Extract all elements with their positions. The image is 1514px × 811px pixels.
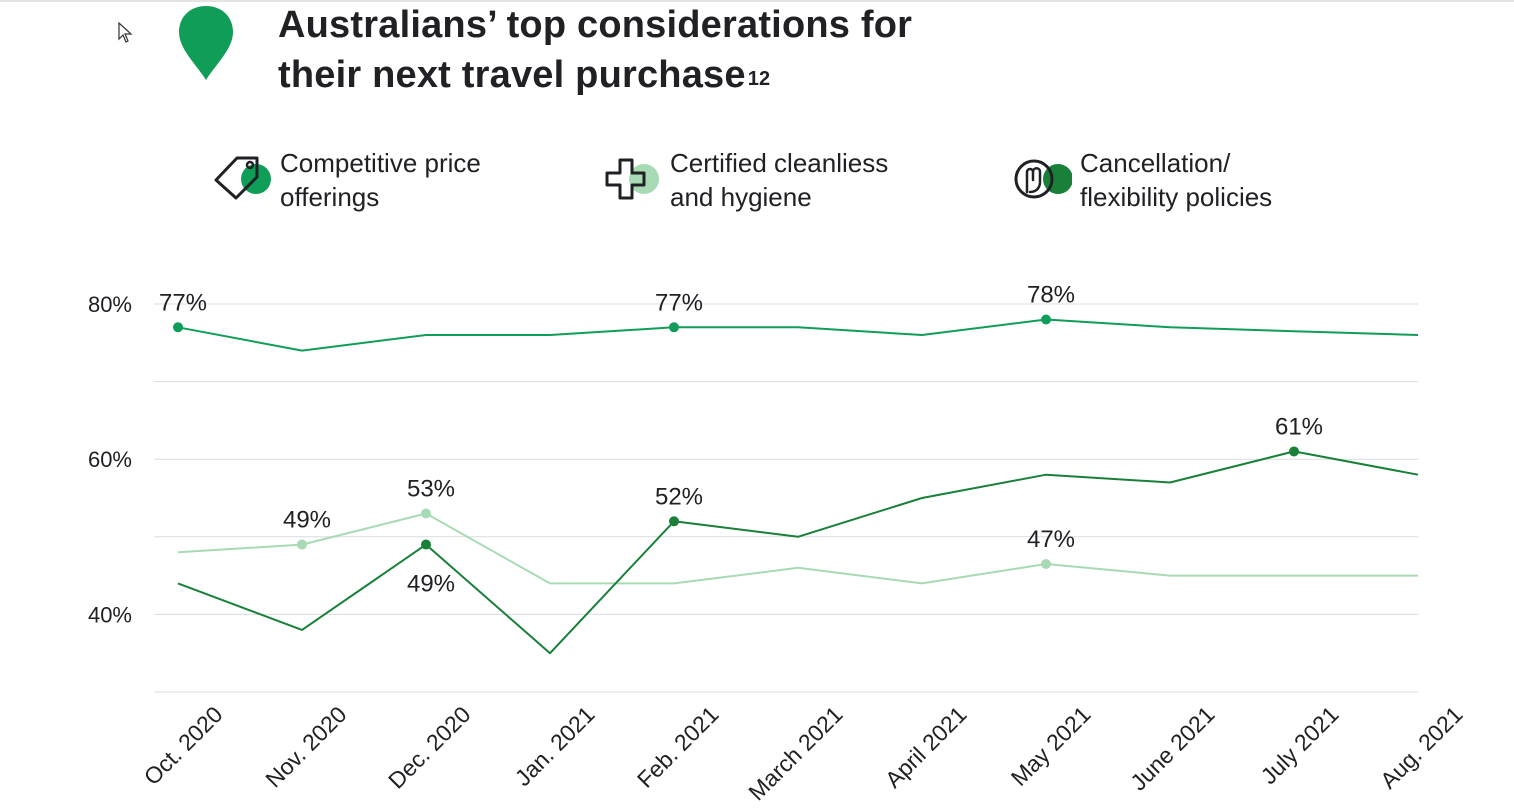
data-label: 49% xyxy=(283,507,331,534)
data-point xyxy=(1041,558,1051,569)
legend-item-price: Competitive price offerings xyxy=(212,146,481,214)
data-label: 52% xyxy=(655,483,703,510)
data-point xyxy=(421,508,431,519)
y-tick-label: 60% xyxy=(88,447,132,472)
page-title: Australians’ top considerations for thei… xyxy=(278,0,912,100)
y-tick-label: 40% xyxy=(88,602,132,627)
price-tag-icon xyxy=(214,156,271,200)
x-tick-label: April 2021 xyxy=(880,701,972,793)
legend-label-price: Competitive price offerings xyxy=(280,148,481,212)
legend-item-cancellation: Cancellation/ flexibility policies xyxy=(1012,146,1272,214)
data-label: 49% xyxy=(407,571,455,598)
x-tick-label: Feb. 2021 xyxy=(632,701,724,793)
title-line-2: their next travel purchase xyxy=(278,54,746,96)
data-label: 61% xyxy=(1275,413,1323,440)
series-line-1 xyxy=(177,512,1418,585)
series-lines xyxy=(177,318,1419,655)
location-pin-icon xyxy=(179,6,233,80)
mouse-pointer-icon xyxy=(118,22,133,43)
x-tick-label: Nov. 2020 xyxy=(260,701,351,792)
data-point xyxy=(669,322,679,333)
series-points xyxy=(173,314,1299,569)
data-point xyxy=(421,539,431,550)
y-tick-label: 80% xyxy=(88,292,132,317)
top-border xyxy=(0,0,1514,2)
data-label: 77% xyxy=(655,289,703,316)
gridlines xyxy=(154,303,1418,693)
legend-label-hygiene: Certified cleanliess and hygiene xyxy=(670,148,889,212)
x-axis: Oct. 2020 Nov. 2020 Dec. 2020 Jan. 2021 Feb.… xyxy=(139,701,1468,805)
series-line-2 xyxy=(177,450,1419,655)
y-axis: 40% 60% 80% xyxy=(88,292,132,627)
data-point xyxy=(1289,446,1299,457)
data-label: 77% xyxy=(159,289,207,316)
data-label: 47% xyxy=(1027,526,1075,553)
x-tick-label: May 2021 xyxy=(1006,701,1096,791)
x-tick-label: June 2021 xyxy=(1125,701,1219,795)
data-label: 53% xyxy=(407,476,455,503)
series-line-0 xyxy=(177,318,1419,352)
data-point xyxy=(297,539,307,550)
x-tick-label: Aug. 2021 xyxy=(1375,701,1468,794)
title-line-1: Australians’ top considerations for xyxy=(278,4,913,46)
data-point xyxy=(173,322,183,333)
x-tick-label: Dec. 2020 xyxy=(383,701,476,794)
data-point xyxy=(1041,314,1051,325)
data-label: 78% xyxy=(1027,282,1075,309)
legend-item-hygiene: Certified cleanliess and hygiene xyxy=(602,146,888,214)
title-footnote-marker: 12 xyxy=(747,68,771,90)
hand-icon xyxy=(1014,159,1072,199)
medical-cross-icon xyxy=(605,158,659,200)
data-labels: 77% 77% 78% 49% 53% 47% 49% 52% 61% xyxy=(159,282,1323,598)
x-tick-label: Oct. 2020 xyxy=(139,701,228,790)
x-tick-label: March 2021 xyxy=(743,701,847,805)
x-tick-label: Jan. 2021 xyxy=(510,701,600,791)
legend-label-cancellation: Cancellation/ flexibility policies xyxy=(1080,148,1273,212)
x-tick-label: July 2021 xyxy=(1256,701,1344,789)
data-point xyxy=(669,516,679,527)
